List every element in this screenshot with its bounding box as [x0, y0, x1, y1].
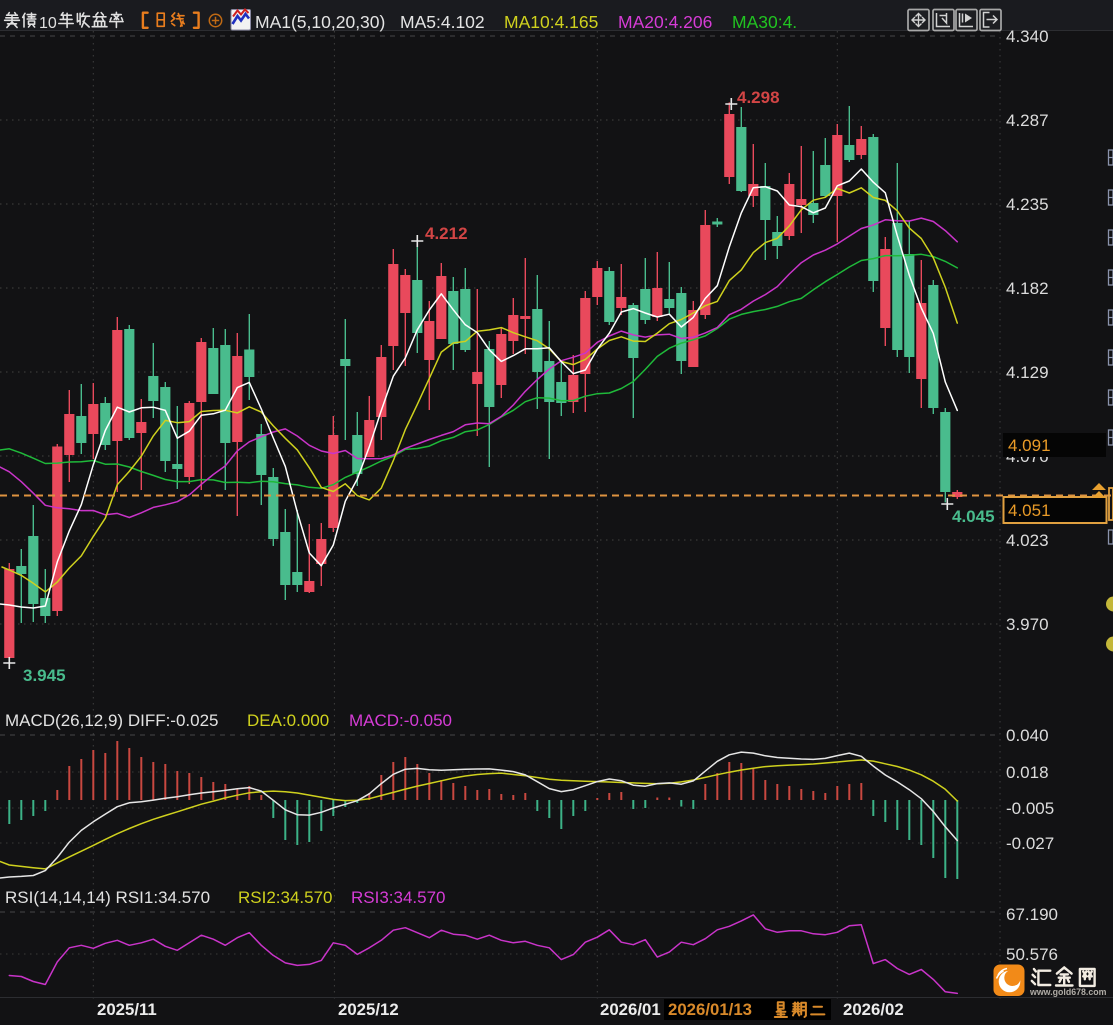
svg-text:2026/01/13: 2026/01/13	[668, 1000, 752, 1019]
svg-text:MA30:4.: MA30:4.	[732, 12, 797, 32]
svg-text:RSI2:34.570: RSI2:34.570	[238, 888, 333, 907]
svg-text:-0.005: -0.005	[1006, 799, 1054, 818]
svg-text:2025/11: 2025/11	[97, 1000, 157, 1019]
svg-text:4.287: 4.287	[1006, 111, 1049, 130]
svg-text:2025/12: 2025/12	[338, 1000, 399, 1019]
svg-text:-0.027: -0.027	[1006, 834, 1054, 853]
svg-text:MA20:4.206: MA20:4.206	[618, 12, 712, 32]
svg-text:4.045: 4.045	[952, 507, 995, 526]
svg-text:www.gold678.com: www.gold678.com	[1029, 987, 1107, 997]
svg-text:0.040: 0.040	[1006, 726, 1049, 745]
svg-text:67.190: 67.190	[1006, 905, 1058, 924]
svg-text:MACD:-0.050: MACD:-0.050	[349, 711, 452, 730]
svg-text:4.212: 4.212	[425, 224, 468, 243]
svg-text:4.235: 4.235	[1006, 195, 1049, 214]
svg-text:4.023: 4.023	[1006, 531, 1049, 550]
svg-text:0.018: 0.018	[1006, 763, 1049, 782]
svg-text:4.340: 4.340	[1006, 27, 1049, 46]
svg-text:DEA:0.000: DEA:0.000	[247, 711, 329, 730]
svg-text:4.129: 4.129	[1006, 363, 1049, 382]
svg-text:4.051: 4.051	[1008, 501, 1051, 520]
svg-text:MA10:4.165: MA10:4.165	[504, 12, 598, 32]
svg-text:4.091: 4.091	[1008, 436, 1051, 455]
svg-text:RSI(14,14,14) RSI1:34.570: RSI(14,14,14) RSI1:34.570	[5, 888, 210, 907]
svg-text:MA5:4.102: MA5:4.102	[400, 12, 485, 32]
svg-text:RSI3:34.570: RSI3:34.570	[351, 888, 446, 907]
svg-text:3.945: 3.945	[23, 666, 66, 685]
svg-text:4.298: 4.298	[737, 88, 780, 107]
svg-text:4.182: 4.182	[1006, 279, 1049, 298]
svg-text:50.576: 50.576	[1006, 945, 1058, 964]
svg-text:2026/02: 2026/02	[843, 1000, 904, 1019]
svg-text:2026/01: 2026/01	[600, 1000, 661, 1019]
svg-text:10: 10	[39, 15, 57, 32]
svg-text:MA1(5,10,20,30): MA1(5,10,20,30)	[255, 12, 385, 32]
svg-text:3.970: 3.970	[1006, 615, 1049, 634]
svg-text:MACD(26,12,9) DIFF:-0.025: MACD(26,12,9) DIFF:-0.025	[5, 711, 219, 730]
